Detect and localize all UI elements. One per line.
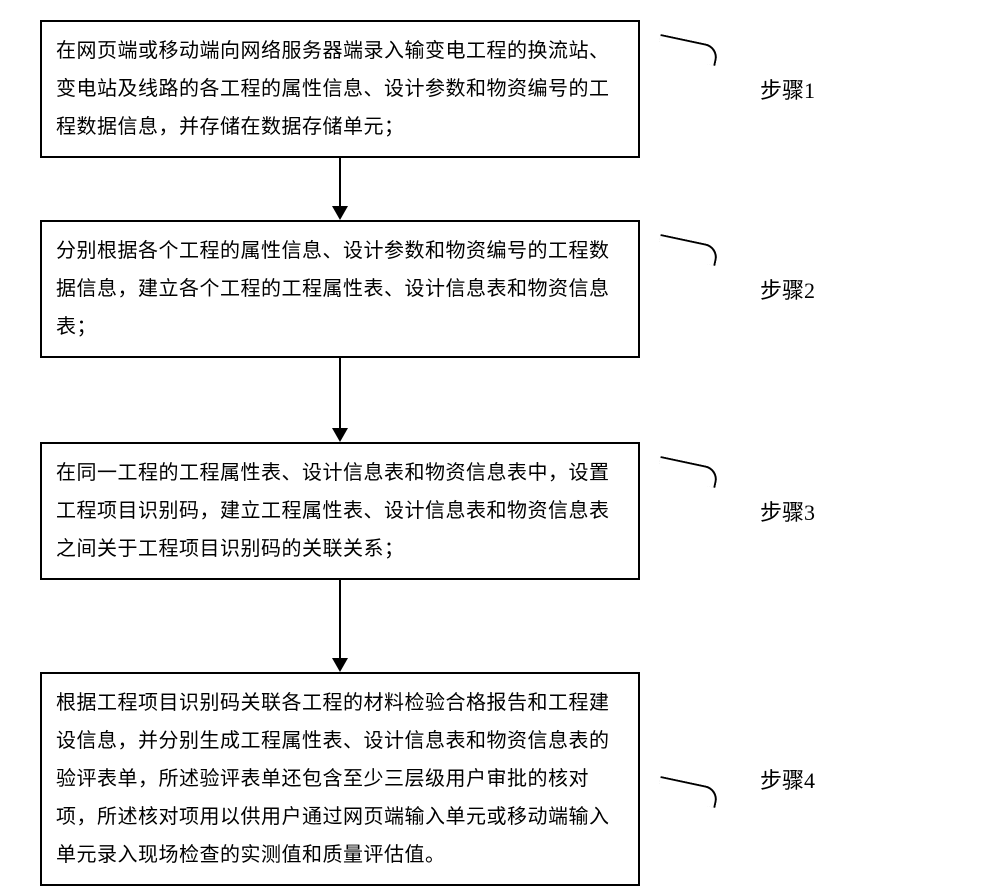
step-row: 在同一工程的工程属性表、设计信息表和物资信息表中，设置工程项目识别码，建立工程属…	[40, 442, 960, 580]
arrow-head-icon	[332, 658, 348, 672]
step2-text: 分别根据各个工程的属性信息、设计参数和物资编号的工程数据信息，建立各个工程的工程…	[56, 240, 610, 338]
label-tick	[657, 234, 720, 266]
step1-label: 步骤1	[760, 73, 815, 105]
connector-wrap	[40, 358, 640, 442]
step-row: 分别根据各个工程的属性信息、设计参数和物资编号的工程数据信息，建立各个工程的工程…	[40, 220, 960, 358]
flowchart-container: 在网页端或移动端向网络服务器端录入输变电工程的换流站、变电站及线路的各工程的属性…	[40, 20, 960, 886]
step-row: 在网页端或移动端向网络服务器端录入输变电工程的换流站、变电站及线路的各工程的属性…	[40, 20, 960, 158]
connector-2-3	[332, 358, 348, 442]
connector-wrap	[40, 580, 640, 672]
label-tick	[657, 34, 720, 66]
step1-text: 在网页端或移动端向网络服务器端录入输变电工程的换流站、变电站及线路的各工程的属性…	[56, 40, 610, 138]
step2-box: 分别根据各个工程的属性信息、设计参数和物资编号的工程数据信息，建立各个工程的工程…	[40, 220, 640, 358]
step4-label: 步骤4	[760, 763, 815, 795]
step3-box: 在同一工程的工程属性表、设计信息表和物资信息表中，设置工程项目识别码，建立工程属…	[40, 442, 640, 580]
connector-3-4	[332, 580, 348, 672]
arrow-line	[339, 580, 341, 658]
label-tick	[657, 456, 720, 488]
step4-text: 根据工程项目识别码关联各工程的材料检验合格报告和工程建设信息，并分别生成工程属性…	[56, 692, 610, 866]
step1-box: 在网页端或移动端向网络服务器端录入输变电工程的换流站、变电站及线路的各工程的属性…	[40, 20, 640, 158]
arrow-line	[339, 158, 341, 206]
connector-1-2	[332, 158, 348, 220]
step-row: 根据工程项目识别码关联各工程的材料检验合格报告和工程建设信息，并分别生成工程属性…	[40, 672, 960, 886]
step4-box: 根据工程项目识别码关联各工程的材料检验合格报告和工程建设信息，并分别生成工程属性…	[40, 672, 640, 886]
arrow-head-icon	[332, 428, 348, 442]
step3-label: 步骤3	[760, 495, 815, 527]
step2-label: 步骤2	[760, 273, 815, 305]
arrow-line	[339, 358, 341, 428]
label-tick	[657, 776, 720, 808]
arrow-head-icon	[332, 206, 348, 220]
step3-text: 在同一工程的工程属性表、设计信息表和物资信息表中，设置工程项目识别码，建立工程属…	[56, 462, 610, 560]
connector-wrap	[40, 158, 640, 220]
